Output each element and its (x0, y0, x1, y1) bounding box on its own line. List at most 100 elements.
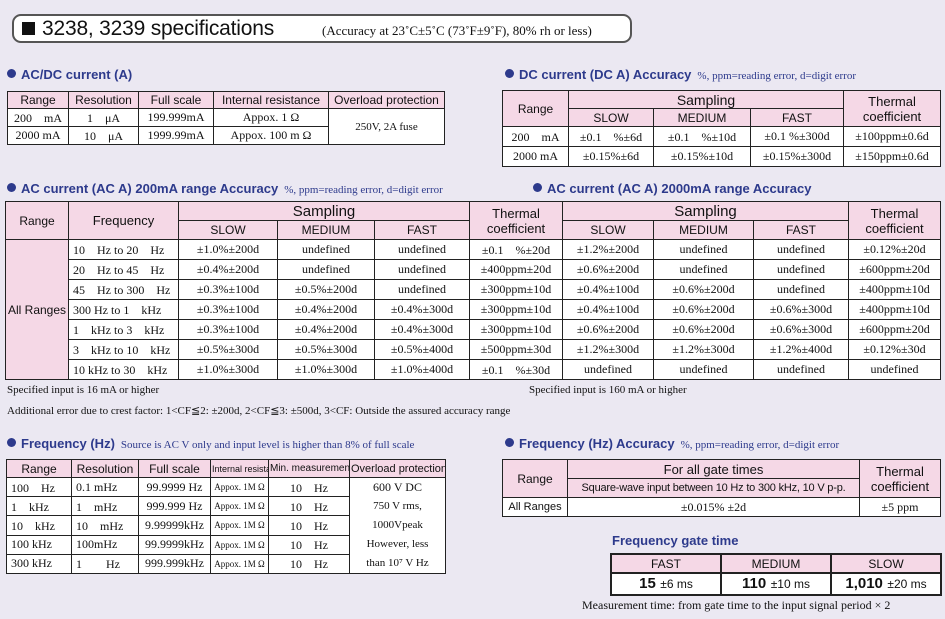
range-header: Range (502, 90, 569, 127)
table-cell: 99.9999kHz (138, 534, 211, 555)
overload-line: 600 V DC (373, 480, 422, 494)
speed-header: SLOW (568, 108, 654, 127)
table-cell: 9.99999kHz (138, 515, 211, 536)
table-cell: 1 μA (68, 108, 139, 127)
sampling-header: Sampling (561, 201, 850, 221)
table-cell: undefined (277, 239, 375, 260)
overload-line: 750 V rms, (373, 500, 422, 512)
header-cell: Full scale (138, 91, 214, 109)
table-cell: ±0.15%±10d (653, 146, 751, 167)
gate-value: 15 (639, 575, 656, 592)
table-cell: undefined (653, 359, 754, 380)
table-cell: undefined (752, 259, 850, 280)
table-cell: ±0.1 %±10d (653, 126, 751, 147)
gate-cell: 110 ±10 ms (720, 572, 832, 596)
speed-header: SLOW (178, 220, 278, 240)
table-cell: ±1.0%±400d (373, 359, 471, 380)
table-cell: undefined (277, 259, 375, 280)
table-cell: 999.999kHz (138, 553, 211, 575)
speed-header: FAST (749, 108, 845, 127)
freq-cell: 20 Hz to 45 Hz (68, 259, 179, 280)
bullet-icon (7, 183, 16, 192)
table-cell: undefined (373, 259, 471, 280)
table-cell: ±0.6%±300d (752, 299, 850, 320)
freq-cell: 300 Hz to 1 kHz (68, 299, 179, 320)
table-cell: ±0.015% ±2d (567, 497, 860, 517)
table-cell: undefined (653, 239, 754, 260)
table-cell: ±0.6%±300d (752, 319, 850, 340)
table-cell: 1 kHz (6, 496, 72, 517)
table-cell: 10 μA (68, 126, 139, 145)
table-cell: ±0.5%±400d (373, 339, 471, 360)
table-cell: 2000 mA (7, 126, 69, 145)
table-cell: ±600ppm±20d (848, 319, 942, 340)
table-cell: ±0.12%±30d (848, 339, 942, 360)
table-cell: undefined (752, 279, 850, 300)
gate-tolerance: ±20 ms (887, 577, 927, 591)
table-cell: ±0.6%±200d (562, 319, 654, 340)
range-header: Range (502, 459, 568, 498)
gate-tolerance: ±6 ms (660, 577, 693, 591)
ac200-heading: AC current (AC A) 200mA range Accuracy%,… (7, 181, 443, 196)
table-cell: ±1.0%±300d (277, 359, 375, 380)
table-cell: ±300ppm±10d (469, 319, 564, 340)
speed-header: SLOW (562, 220, 654, 240)
overload-cell: 250V, 2A fuse (328, 108, 445, 145)
table-cell: ±0.4%±300d (373, 319, 471, 340)
range-header: Range (5, 201, 69, 240)
header-cell: Range (7, 91, 69, 109)
table-cell: ±0.6%±200d (653, 299, 754, 320)
table-cell: Appox. 1M Ω (210, 553, 269, 575)
square-wave-header: Square-wave input between 10 Hz to 300 k… (567, 478, 860, 498)
ac200-specified-note: Specified input is 16 mA or higher (7, 384, 160, 396)
table-cell: 99.9999 Hz (138, 476, 211, 498)
speed-header: MEDIUM (653, 220, 754, 240)
header-cell: Full scale (138, 459, 211, 478)
table-cell: 2000 mA (502, 146, 569, 167)
table-cell: ±400ppm±20d (469, 259, 564, 280)
gate-value: 1,010 (845, 575, 883, 592)
freq-cell: 10 kHz to 30 kHz (68, 359, 179, 380)
table-cell: 999.999 Hz (138, 496, 211, 517)
table-cell: ±0.4%±200d (277, 299, 375, 320)
table-cell: 1 Hz (71, 553, 139, 575)
freq-cell: 3 kHz to 10 kHz (68, 339, 179, 360)
table-cell: ±0.5%±200d (277, 279, 375, 300)
table-cell: undefined (373, 239, 471, 260)
ac2000-heading: AC current (AC A) 2000mA range Accuracy (533, 181, 811, 196)
table-cell: Appox. 1 Ω (213, 108, 329, 127)
table-cell: ±1.0%±200d (178, 239, 278, 260)
frequency-table: Range Resolution Full scale Internal res… (6, 459, 446, 575)
table-cell: ±0.3%±100d (178, 279, 278, 300)
table-cell: 10 Hz (268, 496, 350, 517)
table-cell: ±0.1 %±6d (568, 126, 654, 147)
table-cell: 10 Hz (268, 476, 350, 498)
table-cell: ±0.6%±200d (653, 319, 754, 340)
crest-factor-note: Additional error due to crest factor: 1<… (7, 405, 511, 417)
dc-acc-heading: DC current (DC A) Accuracy%, ppm=reading… (505, 67, 856, 82)
all-ranges-cell: All Ranges (5, 239, 69, 380)
table-cell: 1 mHz (71, 496, 139, 517)
header-cell: MEDIUM (720, 553, 832, 574)
header-cell: Min. measurement (268, 459, 350, 478)
table-cell: undefined (562, 359, 654, 380)
freq-cell: 1 kHz to 3 kHz (68, 319, 179, 340)
table-cell: ±0.6%±200d (653, 279, 754, 300)
bullet-icon (7, 438, 16, 447)
header-cell: Internal resistance (213, 91, 329, 109)
title-box: 3238, 3239 specifications (Accuracy at 2… (12, 14, 632, 43)
thermal-header: Thermal coefficient (843, 90, 942, 127)
overload-line: 1000Vpeak (372, 519, 423, 531)
sampling-header: Sampling (177, 201, 471, 221)
table-cell: ±0.5%±300d (178, 339, 278, 360)
freq-acc-table: Range For all gate times Thermal coeffic… (502, 459, 941, 517)
page-title: 3238, 3239 specifications (42, 17, 274, 40)
ac200-table: Range Frequency Sampling Thermal coeffic… (5, 201, 564, 380)
overload-line: than 10⁷ V Hz (366, 557, 429, 569)
bullet-icon (533, 183, 542, 192)
table-cell: ±1.2%±300d (562, 339, 654, 360)
speed-header: FAST (752, 220, 850, 240)
table-cell: ±300ppm±10d (469, 279, 564, 300)
speed-header: MEDIUM (277, 220, 375, 240)
table-cell: 100 kHz (6, 534, 72, 555)
